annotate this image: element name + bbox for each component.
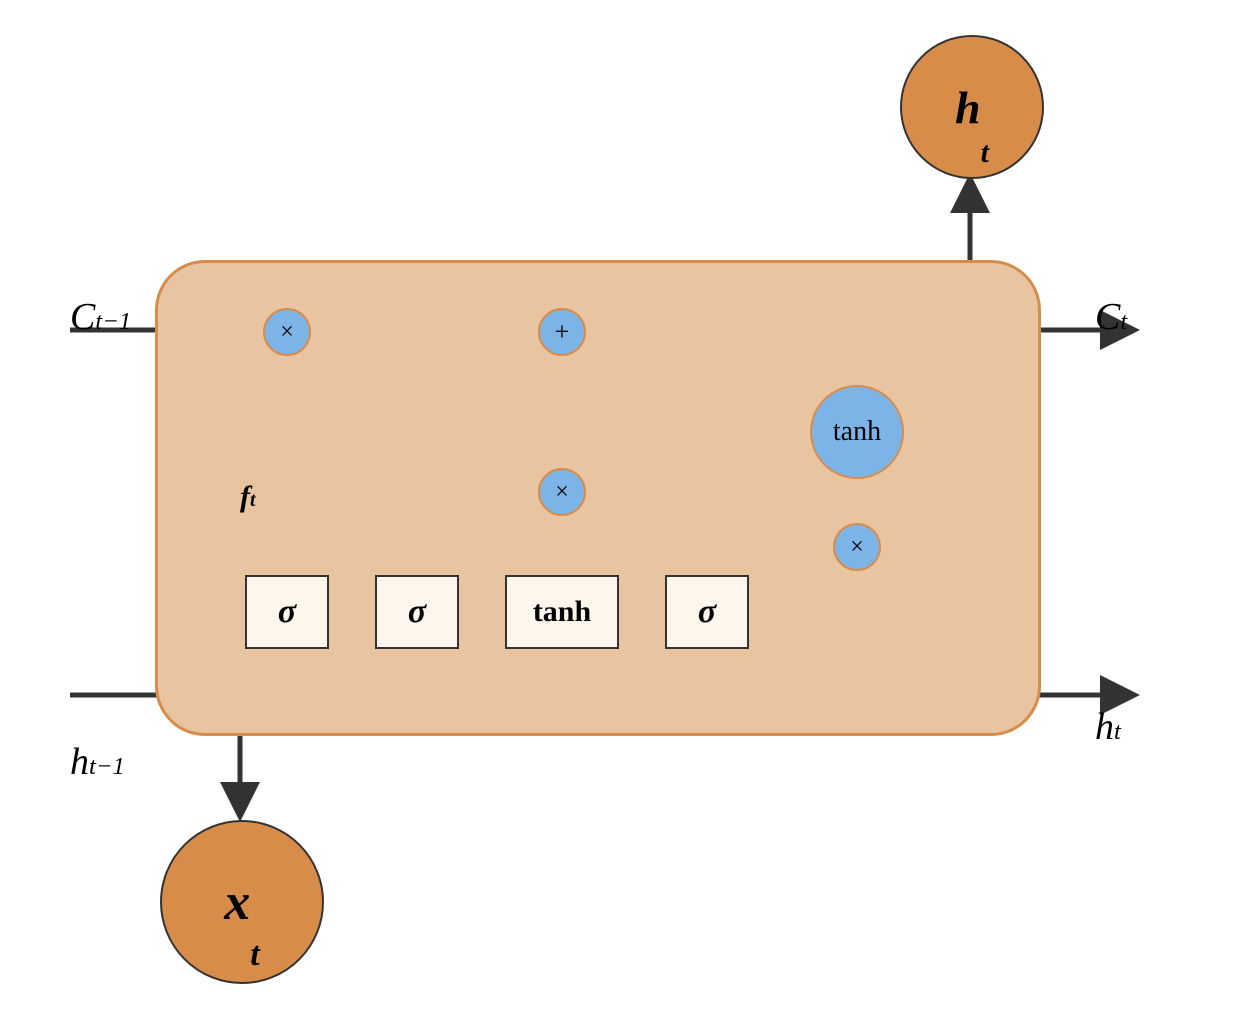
- op-label: ×: [555, 479, 569, 506]
- op-mul_forget: ×: [263, 308, 311, 356]
- label-main: f: [240, 480, 250, 513]
- gate-tanh1: tanh: [505, 575, 619, 649]
- label-sub: t−1: [89, 753, 125, 780]
- op-mul_input: ×: [538, 468, 586, 516]
- op-label: tanh: [833, 416, 881, 448]
- label-f_t: ft: [240, 480, 255, 514]
- op-label: +: [555, 317, 570, 347]
- op-tanh_out: tanh: [810, 385, 904, 479]
- io-label-sub: t: [250, 936, 259, 974]
- io-label-sub: t: [981, 136, 989, 170]
- label-h_next: ht: [1095, 705, 1121, 749]
- io-ht_out_top: ht: [900, 35, 1044, 179]
- label-h_prev: ht−1: [70, 740, 125, 784]
- io-xt_in: xt: [160, 820, 324, 984]
- label-sub: t: [1114, 718, 1121, 745]
- gate-sigma2: σ: [375, 575, 459, 649]
- op-mul_output: ×: [833, 523, 881, 571]
- label-sub: t: [250, 490, 255, 511]
- label-main: h: [1095, 706, 1114, 748]
- lstm-diagram: σσtanhσ ×+×tanh× htxt Ct−1Ctht−1htft: [0, 0, 1256, 1018]
- label-main: C: [70, 296, 95, 338]
- gate-label: tanh: [533, 595, 591, 629]
- label-C_prev: Ct−1: [70, 295, 131, 339]
- op-plus_cell: +: [538, 308, 586, 356]
- gate-label: σ: [278, 593, 296, 631]
- label-main: h: [70, 741, 89, 783]
- label-sub: t−1: [95, 308, 131, 335]
- gate-label: σ: [408, 593, 426, 631]
- label-sub: t: [1120, 308, 1127, 335]
- gate-sigma1: σ: [245, 575, 329, 649]
- label-C_next: Ct: [1095, 295, 1127, 339]
- gate-sigma3: σ: [665, 575, 749, 649]
- io-label-main: h: [955, 81, 981, 134]
- op-label: ×: [280, 319, 294, 346]
- op-label: ×: [850, 534, 864, 561]
- gate-label: σ: [698, 593, 716, 631]
- label-main: C: [1095, 296, 1120, 338]
- io-label-main: x: [224, 873, 250, 932]
